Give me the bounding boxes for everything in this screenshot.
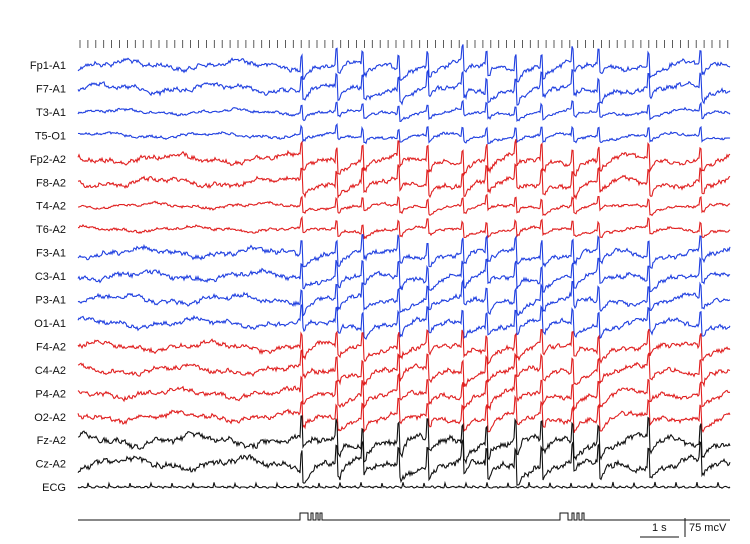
trace-p3-a1 [77,278,731,317]
channel-label: T3-A1 [36,107,66,119]
channel-labels: Fp1-A1 F7-A1 T3-A1 T5-O1 Fp2-A2 F8-A2 T4-A2 T6-… [30,60,66,494]
trace-f3-a1 [77,233,731,269]
trace-t4-a2 [78,193,731,217]
channel-label: Fp2-A2 [30,154,66,166]
channel-label: F7-A1 [36,83,66,95]
trace-o2-a2 [77,394,731,434]
time-tick-row [79,40,729,48]
trace-f4-a2 [77,328,731,366]
channel-label: C4-A2 [35,365,66,377]
channel-label: T5-O1 [35,130,66,142]
trace-c4-a2 [77,349,731,388]
trace-fp1-a1 [77,44,731,83]
channel-label: Cz-A2 [35,459,66,471]
trace-o1-a1 [77,304,731,340]
channel-label: F4-A2 [36,341,66,353]
eeg-traces [77,44,731,490]
channel-label: O2-A2 [34,412,66,424]
channel-label: ECG [42,482,66,494]
channel-label: F3-A1 [36,248,66,260]
trace-f7-a1 [77,68,731,106]
trace-p4-a2 [77,372,731,412]
trace-fp2-a2 [77,138,731,177]
trace-ecg [77,480,731,490]
event-marker-channel [78,512,730,521]
channel-label: Fz-A2 [37,435,66,447]
event-marker-line [78,512,730,521]
trace-t3-a1 [77,99,731,123]
channel-label: T4-A2 [36,201,66,213]
channel-label: O1-A1 [34,318,66,330]
channel-label: P3-A1 [35,295,66,307]
channel-label: C3-A1 [35,271,66,283]
trace-t5-o1 [77,122,731,145]
trace-cz-a2 [77,439,731,486]
channel-label: Fp1-A1 [30,60,66,72]
scale-bars: 1 s 75 mcV [640,518,727,538]
trace-t6-a2 [77,215,731,240]
channel-label: T6-A2 [36,224,66,236]
channel-label: F8-A2 [36,177,66,189]
channel-label: P4-A2 [35,388,66,400]
amplitude-scale-bar-label: 75 mcV [689,522,727,534]
trace-fz-a2 [77,415,731,465]
trace-c3-a1 [77,256,731,293]
trace-f8-a2 [77,163,731,201]
time-scale-bar-label: 1 s [652,522,667,534]
